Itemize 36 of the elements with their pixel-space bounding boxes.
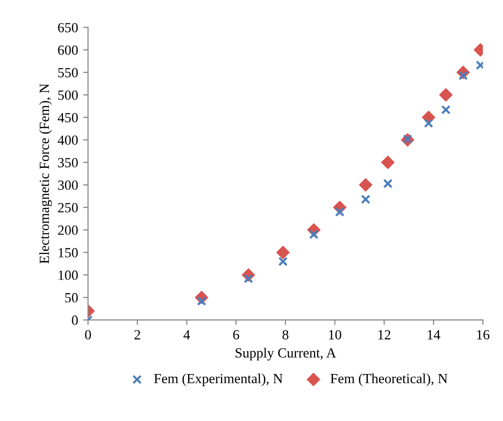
- x-tick-label: 8: [282, 330, 288, 340]
- y-tick-label: 100: [58, 270, 78, 280]
- point: [383, 178, 393, 188]
- legend-label: Fem (Theoretical), N: [330, 374, 448, 386]
- y-tick-label: 350: [58, 158, 78, 168]
- y-tick-label: 650: [58, 22, 78, 32]
- legend-label: Fem (Experimental), N: [154, 374, 283, 386]
- point: [278, 256, 288, 266]
- y-tick-label: 150: [58, 248, 78, 258]
- y-axis-title: Electromagnetic Force (Fem), N: [39, 84, 52, 264]
- y-tick-label: 250: [58, 203, 78, 212]
- y-tick-label: 400: [58, 135, 78, 145]
- point: [360, 194, 370, 204]
- x-tick-label: 16: [477, 330, 490, 340]
- y-tick-label: 600: [58, 45, 78, 55]
- y-tick-label: 300: [58, 180, 78, 190]
- x-tick-label: 14: [428, 330, 440, 340]
- point: [381, 156, 395, 170]
- y-tick-label: 500: [58, 90, 78, 100]
- x-tick-label: 0: [85, 330, 91, 340]
- x-tick-label: 10: [329, 330, 342, 340]
- x-axis-title: Supply Current, A: [236, 348, 336, 360]
- x-tick-label: 2: [134, 330, 140, 340]
- x-tick-label: 6: [233, 330, 240, 340]
- point: [441, 105, 451, 114]
- y-tick-label: 200: [58, 226, 78, 235]
- point: [358, 178, 372, 192]
- y-tick-label: 550: [58, 68, 78, 78]
- point: [439, 88, 453, 102]
- point: [424, 118, 434, 128]
- point: [276, 246, 290, 260]
- y-tick-label: 450: [58, 112, 78, 122]
- y-tick-label: 0: [72, 316, 78, 325]
- y-tick-label: 50: [65, 293, 78, 302]
- x-tick-label: 4: [184, 330, 190, 340]
- x-tick-label: 12: [378, 330, 390, 340]
